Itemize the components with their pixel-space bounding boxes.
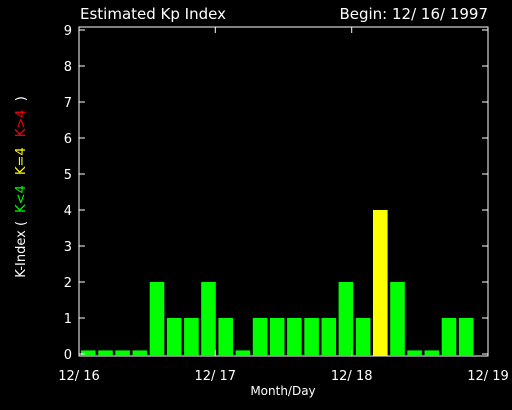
kp-bar — [321, 318, 337, 356]
y-tick-label: 4 — [64, 204, 72, 219]
kp-bar — [424, 350, 440, 356]
kp-bar — [132, 350, 148, 356]
y-tick-label: 9 — [64, 24, 72, 39]
y-tick-label: 5 — [64, 168, 72, 183]
kp-bar — [166, 318, 182, 356]
kp-bar — [149, 282, 165, 356]
y-tick-label: 7 — [64, 96, 72, 111]
y-axis-label: K-Index ( K<4 K=4 K>4 ) — [14, 96, 29, 278]
y-tick-label: 1 — [64, 312, 72, 327]
y-axis-label-suffix: ) — [14, 96, 29, 101]
kp-bar — [235, 350, 251, 356]
begin-date: Begin: 12/ 16/ 1997 — [339, 5, 488, 23]
kp-bar — [184, 318, 199, 356]
kp-bar — [458, 318, 474, 356]
kp-bar — [218, 318, 233, 356]
kp-bar — [441, 318, 457, 356]
kp-bar — [304, 318, 319, 356]
kp-bar — [201, 282, 216, 356]
y-tick-label: 2 — [64, 276, 72, 291]
y-axis-label-mid: K=4 — [14, 147, 29, 175]
kp-bar — [287, 318, 302, 356]
x-tick-label: 12/ 16 — [58, 369, 100, 384]
kp-bar — [98, 350, 113, 356]
kp-bar — [338, 282, 354, 356]
y-tick-label: 6 — [64, 132, 72, 147]
chart-title: Estimated Kp Index — [80, 5, 226, 23]
y-axis-label-low: K<4 — [14, 185, 29, 213]
x-tick-label: 12/ 19 — [467, 369, 509, 384]
kp-bar — [269, 318, 285, 356]
x-tick-label: 12/ 17 — [194, 369, 236, 384]
x-tick-label: 12/ 18 — [331, 369, 373, 384]
y-axis-ticks: 0 1 2 3 4 5 6 7 8 9 — [64, 24, 488, 363]
x-axis-label: Month/Day — [250, 384, 315, 398]
kp-bar — [81, 350, 96, 356]
y-tick-label: 8 — [64, 60, 72, 75]
y-tick-label: 3 — [64, 240, 72, 255]
kp-bar — [390, 282, 405, 356]
x-axis-ticks: 12/ 16 12/ 17 12/ 18 12/ 19 — [58, 27, 509, 384]
kp-bar — [373, 210, 388, 356]
y-axis-label-high: K>4 — [14, 109, 29, 137]
kp-bar — [115, 350, 130, 356]
kp-bar — [252, 318, 268, 356]
kp-bar — [407, 350, 422, 356]
bars-group — [81, 210, 474, 356]
kp-bar — [355, 318, 371, 356]
y-tick-label: 0 — [64, 348, 72, 363]
y-axis-label-prefix: K-Index ( — [14, 221, 29, 278]
